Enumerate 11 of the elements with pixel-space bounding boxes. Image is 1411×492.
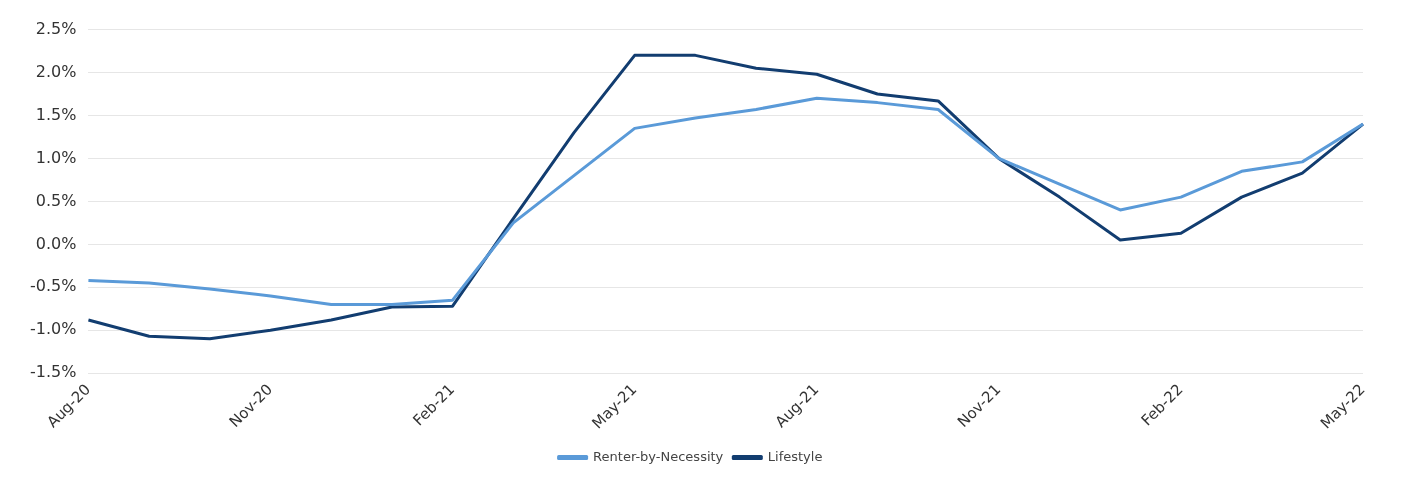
y-tick-label: -1.0%: [30, 319, 77, 339]
y-tick-label: 1.5%: [35, 104, 77, 124]
y-tick-label: 0.0%: [35, 233, 77, 253]
y-tick-label: 2.5%: [35, 18, 77, 38]
y-tick-label: -1.5%: [30, 362, 77, 382]
y-tick-label: 2.0%: [35, 61, 77, 81]
legend-label: Lifestyle: [767, 448, 823, 464]
y-tick-label: 0.5%: [35, 190, 77, 210]
legend-label: Renter-by-Necessity: [593, 448, 724, 464]
y-tick-label: 1.0%: [35, 147, 77, 167]
y-tick-label: -0.5%: [30, 276, 77, 296]
